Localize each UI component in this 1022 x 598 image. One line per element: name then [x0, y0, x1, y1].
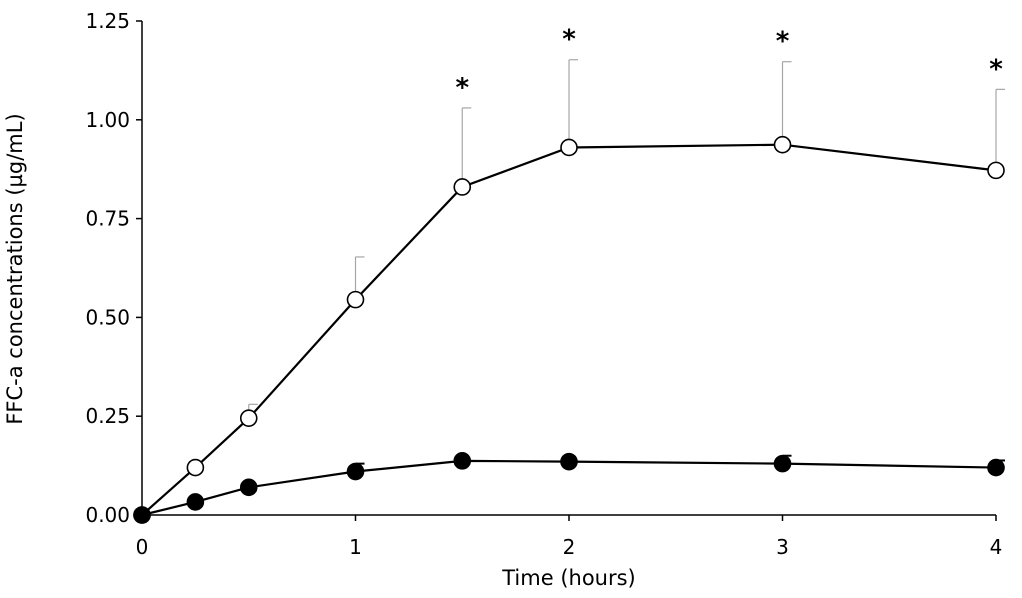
open-circle-point	[346, 290, 365, 309]
filled-circle-point	[453, 452, 472, 470]
significance-asterisk: *	[776, 27, 790, 57]
y-tick-label: 0.50	[85, 305, 130, 329]
filled-circle-point	[773, 454, 792, 473]
y-tick-label: 0.25	[85, 404, 130, 428]
series-lines	[141, 143, 997, 517]
error-bars	[248, 59, 1005, 472]
open-circle-point	[987, 161, 1005, 180]
filled-circle-point	[133, 506, 151, 524]
chart-axes: 0.00 0.25 0.50 0.75 1.00 1.25 0 1 2 3 4	[85, 9, 1002, 559]
y-tick-label: 0.75	[85, 207, 130, 231]
x-axis-title: Time (hours)	[501, 566, 636, 590]
significance-asterisk: *	[455, 73, 469, 103]
filled-circle-point	[186, 493, 205, 511]
y-axis-title: FFC-a concentrations (µg/mL)	[3, 113, 27, 424]
x-tick-label: 1	[349, 535, 362, 559]
series-markers	[133, 135, 1005, 524]
y-tick-label: 1.25	[85, 9, 130, 33]
filled-circle-point	[560, 452, 578, 471]
open-circle-point	[560, 138, 578, 157]
x-tick-label: 4	[990, 535, 1003, 559]
open-circle-point	[773, 135, 792, 154]
filled-circle-point	[346, 462, 365, 481]
series-line	[141, 459, 997, 517]
open-circle-point	[239, 409, 258, 427]
open-circle-point	[453, 178, 472, 196]
filled-circle-point	[987, 458, 1005, 477]
significance-annotations: * * * *	[455, 25, 1003, 103]
y-tick-label: 1.00	[85, 108, 130, 132]
y-tick-label: 0.00	[85, 503, 130, 527]
x-tick-label: 2	[563, 535, 576, 559]
significance-asterisk: *	[989, 54, 1003, 84]
series-line	[141, 143, 997, 516]
open-circle-point	[186, 458, 205, 477]
filled-circle-point	[239, 478, 258, 497]
x-tick-label: 3	[776, 535, 789, 559]
x-tick-label: 0	[136, 535, 149, 559]
significance-asterisk: *	[562, 25, 576, 55]
